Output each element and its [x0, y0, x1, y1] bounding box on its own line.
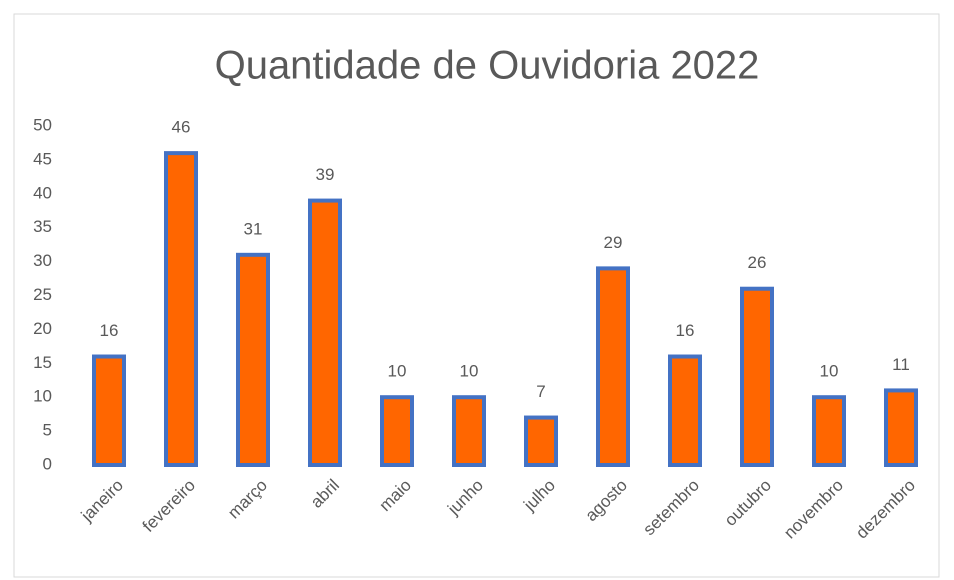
data-label: 10	[388, 362, 407, 381]
chart-title: Quantidade de Ouvidoria 2022	[215, 44, 760, 88]
bar	[812, 395, 846, 468]
y-tick-label: 45	[33, 149, 52, 168]
data-label: 31	[244, 219, 263, 238]
data-label: 16	[100, 321, 119, 340]
bar	[380, 395, 414, 468]
data-label: 46	[172, 118, 191, 137]
bar	[164, 151, 198, 467]
data-label: 11	[892, 355, 910, 374]
bar	[740, 286, 774, 467]
data-label: 29	[604, 233, 623, 252]
data-label: 26	[748, 253, 767, 272]
bar	[524, 415, 558, 468]
y-tick-label: 30	[33, 251, 52, 270]
data-label: 7	[536, 382, 545, 401]
bar	[596, 266, 630, 467]
y-tick-label: 50	[33, 115, 52, 134]
data-label: 10	[460, 362, 479, 381]
data-label: 16	[676, 321, 695, 340]
y-tick-label: 20	[33, 319, 52, 338]
y-tick-label: 25	[33, 285, 52, 304]
bar	[308, 198, 342, 468]
y-tick-label: 15	[33, 353, 52, 372]
bar	[92, 354, 126, 467]
data-label: 10	[820, 362, 839, 381]
bar	[452, 395, 486, 468]
bar	[668, 354, 702, 467]
data-label: 39	[316, 165, 335, 184]
bar	[236, 252, 270, 467]
bar	[884, 388, 918, 468]
y-tick-label: 35	[33, 217, 52, 236]
y-tick-label: 5	[43, 421, 52, 440]
y-tick-label: 10	[33, 387, 52, 406]
y-tick-label: 0	[43, 454, 52, 473]
y-tick-label: 40	[33, 183, 52, 202]
